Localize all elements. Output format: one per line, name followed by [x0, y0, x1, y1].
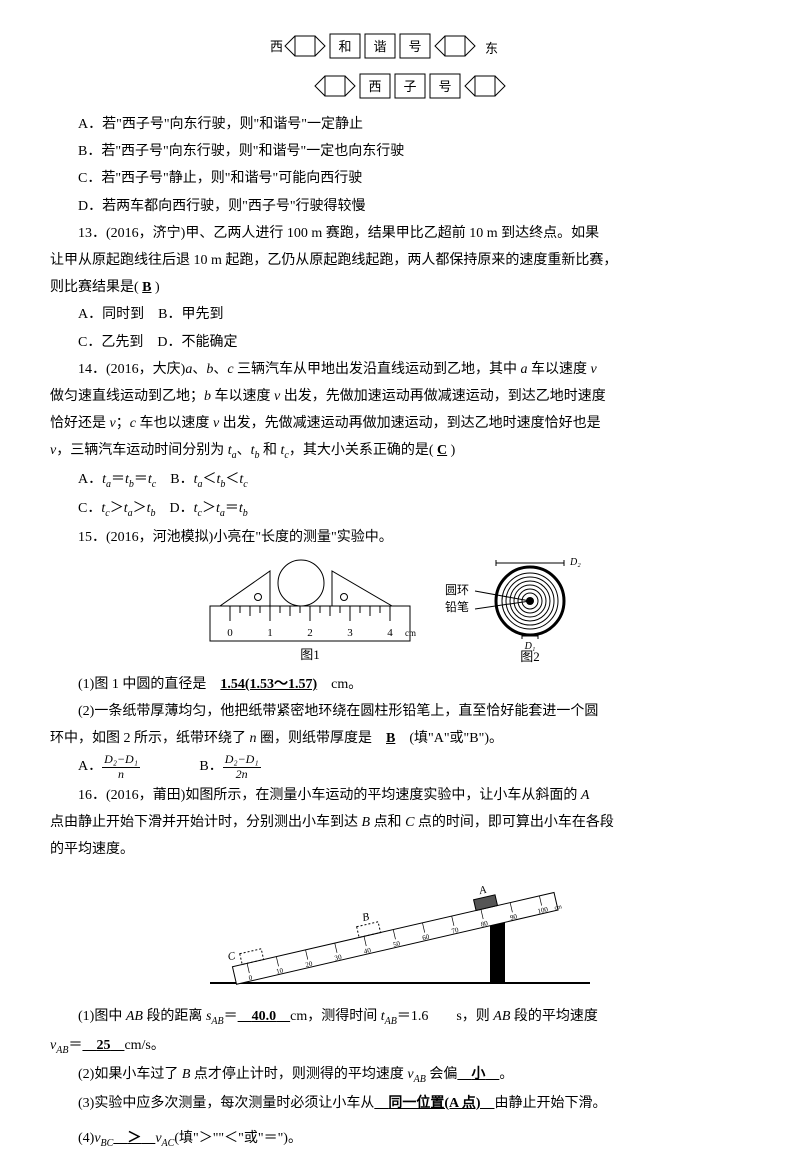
q13-answer: B — [142, 280, 151, 295]
incline-svg: 0 10 20 30 40 50 60 70 80 90 100 cm A B … — [190, 868, 610, 998]
svg-text:D₂: D₂ — [569, 557, 581, 568]
trains-svg: 西 和 谐 号 东 西 子 号 — [250, 26, 550, 106]
svg-text:0: 0 — [227, 627, 233, 639]
svg-text:图1: 图1 — [300, 647, 320, 662]
q14-line3: 恰好还是 v；c 车也以速度 v 出发，先做减速运动再做加速运动，到达乙地时速度… — [50, 411, 750, 436]
svg-text:号: 号 — [408, 39, 421, 54]
svg-text:铅笔: 铅笔 — [445, 599, 469, 614]
q16-p1-ans1: 40.0 — [238, 1009, 291, 1024]
q14-line1: 14．(2016，大庆)a、b、c 三辆汽车从甲地出发沿直线运动到乙地，其中 a… — [50, 357, 750, 382]
q15-p2-ans: B — [386, 731, 395, 746]
q16-p2: (2)如果小车过了 B 点才停止计时，则测得的平均速度 vAB 会偏 小 。 — [50, 1062, 750, 1089]
svg-text:谐: 谐 — [373, 39, 386, 54]
q16-p3-ans: 同一位置(A 点) — [374, 1096, 494, 1111]
q16-p3: (3)实验中应多次测量，每次测量时必须让小车从 同一位置(A 点) 由静止开始下… — [50, 1091, 750, 1116]
svg-text:cm: cm — [554, 904, 563, 912]
svg-text:cm: cm — [405, 628, 416, 638]
opt-train-A: A．若"西子号"向东行驶，则"和谐号"一定静止 — [50, 112, 750, 137]
q14-line2: 做匀速直线运动到乙地；b 车以速度 v 出发，先做加速运动再做减速运动，到达乙地… — [50, 384, 750, 409]
opt-train-B: B．若"西子号"向东行驶，则"和谐号"一定也向东行驶 — [50, 139, 750, 164]
svg-text:3: 3 — [347, 627, 353, 639]
svg-text:B: B — [361, 911, 371, 924]
q15-svg: 0 1 2 3 4 cm 图1 圆环 铅笔 — [200, 556, 600, 666]
east-label: 东 — [485, 41, 498, 56]
q15-figures: 0 1 2 3 4 cm 图1 圆环 铅笔 — [50, 556, 750, 666]
q16-line3: 的平均速度。 — [50, 837, 750, 862]
svg-text:西: 西 — [368, 79, 381, 94]
q16-p4: (4)vBC ＞ vAC(填"＞""＜"或"＝")。 — [50, 1126, 750, 1153]
svg-text:圆环: 圆环 — [445, 583, 469, 597]
svg-text:子: 子 — [403, 79, 416, 94]
q13-line1: 13．(2016，济宁)甲、乙两人进行 100 m 赛跑，结果甲比乙超前 10 … — [50, 221, 750, 246]
svg-text:C: C — [227, 950, 237, 963]
svg-text:4: 4 — [387, 627, 393, 639]
opt-train-C: C．若"西子号"静止，则"和谐号"可能向西行驶 — [50, 166, 750, 191]
q15-stem: 15．(2016，河池模拟)小亮在"长度的测量"实验中。 — [50, 525, 750, 550]
svg-text:和: 和 — [338, 39, 351, 54]
q15-p1-ans: 1.54(1.53～1.57) — [220, 677, 317, 692]
svg-text:A: A — [477, 884, 487, 897]
q16-p4-ans: ＞ — [113, 1131, 155, 1146]
q15-p1: (1)图 1 中圆的直径是 1.54(1.53～1.57) cm。 — [50, 672, 750, 697]
q13-line3: 则比赛结果是( B ) — [50, 275, 750, 300]
q16-line1: 16．(2016，莆田)如图所示，在测量小车运动的平均速度实验中，让小车从斜面的… — [50, 783, 750, 808]
opt-train-D: D．若两车都向西行驶，则"西子号"行驶得较慢 — [50, 194, 750, 219]
q14-opts-cd: C．tc＞ta＞tb D．tc＞ta＝tb — [50, 496, 750, 523]
q15-p2b: 环中，如图 2 所示，纸带环绕了 n 圈，则纸带厚度是 B (填"A"或"B")… — [50, 726, 750, 751]
q15-frac-opts: A．D₂−D₁n B．D₂−D₁2n — [50, 753, 750, 780]
q16-p1a: (1)图中 AB 段的距离 sAB＝ 40.0 cm，测得时间 tAB＝1.6 … — [50, 1004, 750, 1031]
q16-line2: 点由静止开始下滑并开始计时，分别测出小车到达 B 点和 C 点的时间，即可算出小… — [50, 810, 750, 835]
svg-text:图2: 图2 — [520, 649, 540, 664]
q16-p1-ans2: 25 — [82, 1038, 124, 1053]
q15-p2a: (2)一条纸带厚薄均匀，他把纸带紧密地环绕在圆柱形铅笔上，直至恰好能套进一个圆 — [50, 699, 750, 724]
q14-answer: C — [437, 443, 447, 458]
q14-line4: v，三辆汽车运动时间分别为 ta、tb 和 tc，其大小关系正确的是( C ) — [50, 438, 750, 465]
q13-opts-cd: C．乙先到 D．不能确定 — [50, 330, 750, 355]
q16-figure: 0 10 20 30 40 50 60 70 80 90 100 cm A B … — [50, 868, 750, 998]
q16-p2-ans: 小 — [457, 1067, 499, 1082]
q14-opts-ab: A．ta＝tb＝tc B．ta＜tb＜tc — [50, 467, 750, 494]
svg-text:1: 1 — [267, 627, 273, 639]
q13-line2: 让甲从原起跑线往后退 10 m 起跑，乙仍从原起跑线起跑，两人都保持原来的速度重… — [50, 248, 750, 273]
svg-text:2: 2 — [307, 627, 313, 639]
q16-p1b: vAB＝ 25 cm/s。 — [50, 1033, 750, 1060]
q13-opts-ab: A．同时到 B．甲先到 — [50, 302, 750, 327]
train-diagram: 西 和 谐 号 东 西 子 号 — [50, 26, 750, 106]
west-label: 西 — [270, 39, 283, 54]
svg-text:号: 号 — [438, 79, 451, 94]
